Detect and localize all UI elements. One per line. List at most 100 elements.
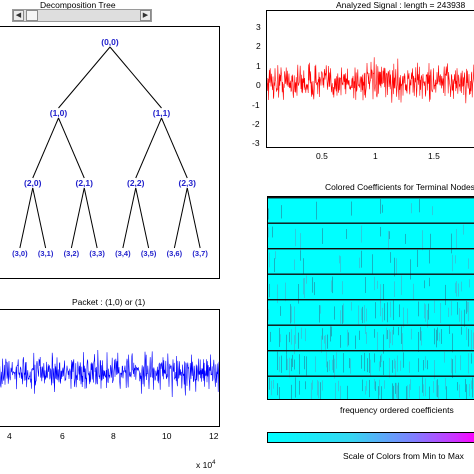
coef-stripe: [305, 328, 306, 342]
tree-node[interactable]: (3,0): [12, 249, 28, 258]
tree-node[interactable]: (3,6): [167, 249, 183, 258]
tree-slider[interactable]: ◀ ▶: [12, 9, 152, 22]
packet-axes[interactable]: [0, 309, 220, 427]
colorbar: [267, 432, 474, 443]
coef-stripe: [419, 386, 420, 399]
tree-edge: [135, 117, 162, 179]
coef-stripe: [463, 224, 464, 235]
tree-node[interactable]: (3,2): [64, 249, 80, 258]
tree-node[interactable]: (2,3): [179, 178, 197, 188]
coef-stripe: [456, 228, 457, 249]
tree-node[interactable]: (3,5): [141, 249, 157, 258]
coef-stripe: [469, 279, 470, 288]
tree-edge: [135, 187, 150, 249]
coef-stripe: [410, 379, 411, 390]
coef-stripe: [434, 360, 435, 380]
coef-stripe: [317, 380, 318, 396]
slider-right-arrow-icon[interactable]: ▶: [140, 10, 151, 21]
signal-ytick: 3: [256, 22, 261, 32]
signal-ytick: 2: [256, 41, 261, 52]
coef-stripe: [381, 386, 382, 399]
tree-edge: [161, 117, 188, 179]
coef-xlabel: frequency ordered coefficients: [340, 405, 454, 415]
coef-stripe: [468, 328, 469, 347]
coef-stripe: [319, 305, 320, 323]
coef-stripe: [366, 380, 367, 391]
coef-stripe: [359, 257, 360, 269]
packet-xtick: 12: [209, 431, 219, 441]
coef-stripe: [395, 360, 396, 378]
coef-stripe: [289, 357, 290, 378]
packet-plot: [0, 349, 219, 398]
coef-stripe: [452, 333, 453, 353]
coef-stripe: [369, 379, 370, 398]
tree-node[interactable]: (1,0): [50, 108, 68, 118]
coef-stripe: [380, 355, 381, 368]
coef-stripe: [420, 326, 421, 341]
tree-node[interactable]: (3,3): [89, 249, 105, 258]
coef-stripe: [299, 380, 300, 395]
tree-node[interactable]: (3,4): [115, 249, 131, 258]
packet-x-exponent-base: x 10: [196, 460, 213, 470]
coef-stripe: [326, 351, 327, 368]
coef-stripe: [366, 308, 367, 322]
coef-stripe: [312, 277, 313, 293]
coef-stripe: [301, 327, 302, 339]
coef-stripe: [342, 281, 343, 295]
tree-edge: [83, 187, 98, 249]
coef-stripe: [268, 309, 269, 321]
coef-stripe: [374, 379, 375, 390]
signal-xtick: 0.5: [316, 151, 328, 161]
coef-stripe: [343, 353, 344, 373]
tree-node[interactable]: (0,0): [101, 37, 119, 47]
coef-bands: [268, 197, 474, 399]
tree-node[interactable]: (2,2): [127, 178, 145, 188]
coef-stripe: [279, 327, 280, 347]
coef-stripe: [362, 306, 363, 324]
coef-stripe: [286, 355, 287, 371]
coef-stripe: [315, 356, 316, 373]
tree-node[interactable]: (3,1): [38, 249, 54, 258]
coef-stripe: [387, 302, 388, 323]
coef-stripe: [471, 353, 472, 364]
coef-stripe: [459, 308, 460, 322]
coef-stripe: [362, 379, 363, 392]
coef-band-separator: [268, 222, 474, 224]
coef-stripe: [331, 280, 332, 292]
coef-stripe: [422, 377, 423, 393]
slider-thumb[interactable]: [26, 10, 38, 21]
coef-stripe: [384, 303, 385, 321]
coef-stripe: [351, 201, 352, 216]
coef-stripe: [375, 302, 376, 319]
coef-stripe: [269, 377, 270, 390]
coef-panel-title: Colored Coefficients for Terminal Nodes: [325, 182, 474, 192]
tree-node[interactable]: (2,0): [24, 178, 42, 188]
tree-axes[interactable]: (0,0) (1,0) (1,1) (2,0) (2,1) (2,2) (2,3) (3,0)…: [0, 26, 220, 279]
signal-axes[interactable]: [266, 10, 474, 148]
slider-left-arrow-icon[interactable]: ◀: [13, 10, 24, 21]
coef-stripe: [271, 380, 272, 396]
coef-stripe: [452, 254, 453, 272]
coef-stripe: [379, 361, 380, 372]
coef-stripe: [330, 326, 331, 342]
signal-xtick: 1.5: [428, 151, 440, 161]
tree-node[interactable]: (3,7): [192, 249, 208, 258]
signal-xtick: 1: [373, 151, 378, 161]
coef-image: [268, 197, 474, 399]
coef-axes[interactable]: [267, 196, 474, 400]
tree-edges: [19, 46, 201, 249]
coef-stripe: [374, 276, 375, 291]
tree-edge: [109, 46, 162, 109]
coef-stripe: [410, 259, 411, 280]
tree-node[interactable]: (1,1): [153, 108, 171, 118]
tree-edge: [58, 46, 111, 109]
coef-stripe: [383, 360, 384, 375]
coef-stripe: [382, 307, 383, 322]
tree-node[interactable]: (2,1): [76, 178, 94, 188]
packet-trace: [0, 349, 219, 398]
coef-stripe: [286, 334, 287, 355]
coef-stripe: [432, 206, 433, 216]
coef-stripe: [350, 358, 351, 374]
coef-stripe: [340, 256, 341, 273]
coef-stripe: [396, 258, 397, 276]
